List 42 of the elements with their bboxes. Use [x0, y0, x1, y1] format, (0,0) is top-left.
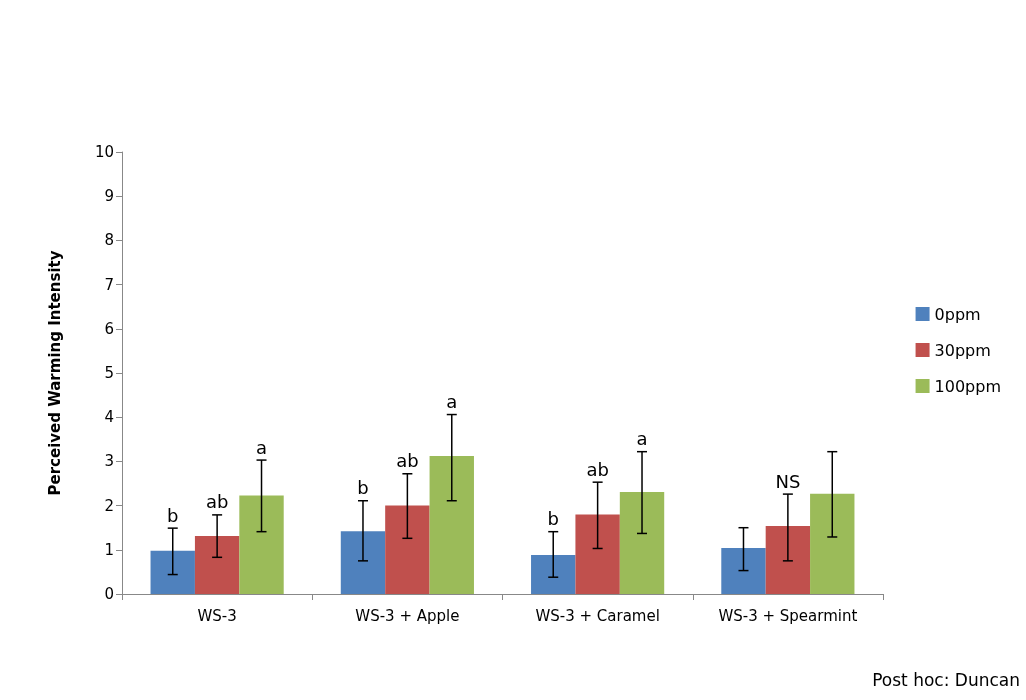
data-label: b	[547, 508, 559, 530]
bar	[619, 491, 665, 594]
y-tick-label: 2	[104, 496, 114, 515]
y-axis-title: Perceived Warming Intensity	[45, 250, 64, 496]
x-tick-label: WS-3 + Spearmint	[718, 606, 858, 625]
x-tick-label: WS-3 + Apple	[355, 606, 460, 625]
data-label: a	[446, 391, 458, 413]
data-label: ab	[205, 491, 229, 513]
y-tick-label: 5	[104, 364, 114, 382]
y-tick-label: 9	[104, 187, 114, 206]
y-tick-label: 7	[104, 275, 114, 294]
data-label: a	[256, 436, 268, 458]
x-tick-label: WS-3 + Caramel	[535, 606, 660, 625]
y-tick-label: 3	[104, 452, 114, 471]
legend-label: 30ppm	[934, 340, 991, 360]
bar	[239, 495, 284, 594]
bar	[385, 505, 430, 594]
bar	[721, 548, 766, 594]
y-tick-label: 10	[94, 143, 114, 161]
bar	[531, 555, 576, 594]
bar	[150, 550, 195, 594]
y-tick-label: 4	[104, 408, 114, 427]
x-tick-label: WS-3	[197, 606, 237, 625]
data-label: NS	[775, 470, 801, 492]
data-label: b	[167, 504, 179, 526]
data-label: ab	[586, 458, 609, 480]
legend-label: 100ppm	[934, 376, 1001, 396]
y-tick-label: 8	[104, 231, 114, 250]
y-tick-label: 6	[104, 319, 114, 338]
legend-label: 0ppm	[934, 304, 981, 324]
bar	[575, 514, 620, 594]
bar	[429, 456, 474, 594]
data-label: b	[357, 477, 369, 499]
bar	[765, 525, 811, 594]
data-label: a	[636, 428, 648, 450]
y-tick-label: 0	[104, 585, 114, 603]
text: Post hoc: Duncan	[872, 669, 1021, 690]
bar	[810, 493, 855, 594]
y-tick-label: 1	[104, 540, 114, 559]
data-label: ab	[396, 450, 419, 472]
bar	[340, 531, 386, 594]
bar	[194, 536, 240, 594]
